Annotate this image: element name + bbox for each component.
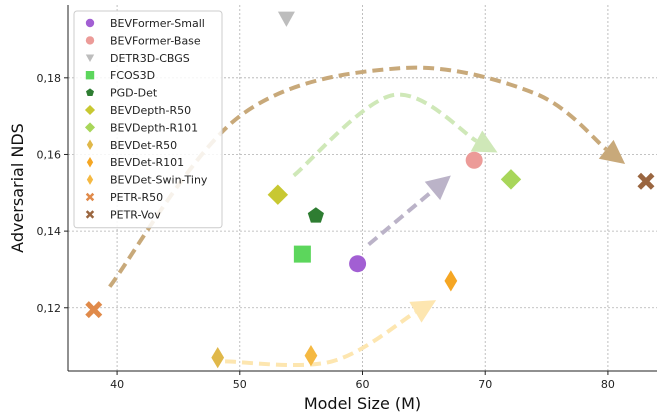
data-point-pgd-det	[307, 207, 324, 223]
y-axis-title: Adversarial NDS	[8, 123, 27, 253]
trend-arrow-shaft	[292, 92, 478, 178]
legend-label: BEVDepth-R101	[110, 121, 198, 134]
trend-arrow-shaft	[367, 189, 434, 247]
data-points	[85, 11, 655, 369]
legend-marker	[86, 139, 94, 151]
legend-label: BEVFormer-Base	[110, 34, 201, 47]
data-point-bevdet-r101	[444, 270, 458, 292]
y-tick-label: 0,16	[37, 148, 62, 161]
legend-box	[73, 10, 223, 229]
legend-marker	[85, 71, 95, 80]
legend-marker	[84, 104, 96, 116]
trend-arrow-head	[470, 130, 498, 153]
y-tick-label: 0,14	[37, 225, 62, 238]
data-point-bevformer-small	[349, 255, 367, 273]
legend: BEVFormer-Small BEVFormer-Base DETR3D-CBGS…	[73, 10, 223, 229]
legend-marker	[86, 88, 94, 96]
data-point-bevdepth-r101	[500, 169, 522, 190]
legend-label: PETR-Vov	[110, 208, 161, 221]
x-axis-title: Model Size (M)	[304, 394, 421, 413]
legend-marker	[86, 156, 94, 168]
legend-marker	[85, 18, 95, 28]
trend-arrow-shaft	[225, 310, 417, 368]
data-point-petr-r50	[85, 301, 103, 319]
legend-label: BEVDet-Swin-Tiny	[110, 174, 208, 187]
data-point-detr3d-cbgs	[277, 11, 295, 27]
x-tick-label: 70	[478, 378, 492, 391]
legend-marker	[85, 54, 95, 62]
legend-label: BEVDet-R50	[110, 139, 177, 152]
legend-label: PGD-Det	[110, 87, 158, 100]
legend-marker	[84, 122, 96, 133]
legend-label: BEVDet-R101	[110, 156, 184, 169]
data-point-bevformer-base	[465, 151, 483, 169]
legend-label: BEVDepth-R50	[110, 104, 191, 117]
data-point-bevdepth-r50	[267, 184, 289, 205]
axes: 40 50 60 70 80 0,12 0,14 0,16 0,18	[37, 5, 657, 391]
data-point-fcos3d	[293, 245, 311, 263]
legend-label: DETR3D-CBGS	[110, 52, 190, 65]
y-tick-label: 0,18	[37, 72, 62, 85]
x-tick-label: 50	[233, 378, 247, 391]
legend-marker	[85, 210, 95, 219]
legend-label: PETR-R50	[110, 191, 163, 204]
data-point-bevdet-swin-tiny	[304, 345, 318, 367]
legend-label: FCOS3D	[110, 69, 155, 82]
legend-label: BEVFormer-Small	[110, 17, 205, 30]
trend-arrow-head	[598, 139, 626, 165]
x-tick-label: 60	[356, 378, 370, 391]
x-tick-label: 40	[110, 378, 124, 391]
data-point-petr-vov	[637, 172, 655, 190]
legend-marker	[85, 36, 95, 45]
legend-marker	[85, 192, 95, 202]
data-point-bevdet-r50	[211, 346, 225, 369]
trend-arrow-head	[409, 300, 437, 323]
y-tick-label: 0,12	[37, 302, 62, 315]
trend-arrow-head	[424, 175, 451, 201]
legend-marker	[86, 174, 94, 185]
x-tick-label: 80	[601, 378, 615, 391]
